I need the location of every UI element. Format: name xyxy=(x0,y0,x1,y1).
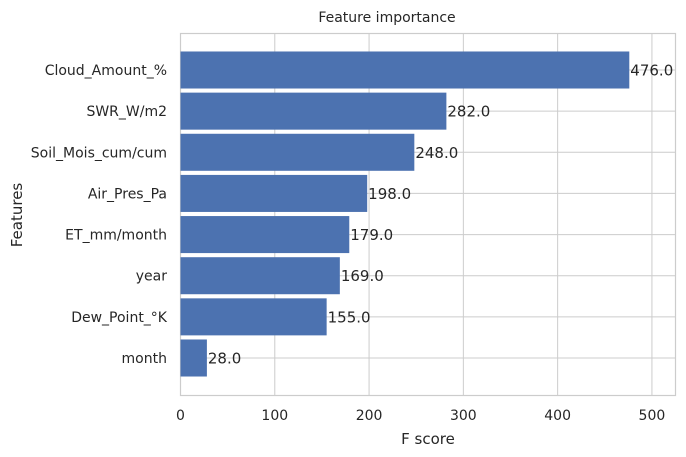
y-axis-title: Features xyxy=(8,183,26,248)
y-tick-label: month xyxy=(122,351,167,367)
y-tick-label: year xyxy=(136,269,167,285)
y-tick-labels: Cloud_Amount_% SWR_W/m2 Soil_Mois_cum/cum A… xyxy=(31,63,168,367)
x-axis-title: F score xyxy=(401,430,455,448)
bar xyxy=(180,133,415,171)
data-label: 155.0 xyxy=(328,308,371,326)
y-tick-label: ET_mm/month xyxy=(65,228,167,244)
y-tick-label: Soil_Mois_cum/cum xyxy=(31,145,167,161)
x-tick-label: 0 xyxy=(176,408,185,424)
bar xyxy=(180,257,340,295)
data-label: 28.0 xyxy=(208,350,241,368)
x-tick-label: 300 xyxy=(450,408,477,424)
y-tick-label: Air_Pres_Pa xyxy=(88,186,167,202)
y-tick-label: Cloud_Amount_% xyxy=(45,63,167,79)
data-label: 282.0 xyxy=(447,103,490,121)
y-tick-label: Dew_Point_°K xyxy=(71,310,168,326)
bar xyxy=(180,92,447,130)
y-tick-label: SWR_W/m2 xyxy=(86,104,167,120)
bar xyxy=(180,174,368,212)
bar xyxy=(180,216,350,254)
data-label: 169.0 xyxy=(341,267,384,285)
chart-title: Feature importance xyxy=(318,10,455,26)
bars-group xyxy=(180,51,630,377)
plot-frame xyxy=(179,32,677,397)
x-tick-label: 500 xyxy=(639,408,666,424)
data-label: 248.0 xyxy=(415,144,458,162)
x-tick-label: 400 xyxy=(544,408,571,424)
bar xyxy=(180,51,630,89)
data-label: 476.0 xyxy=(630,62,673,80)
x-tick-label: 100 xyxy=(261,408,288,424)
data-label: 179.0 xyxy=(350,226,393,244)
x-tick-label: 200 xyxy=(356,408,383,424)
x-tick-labels: 0 100 200 300 400 500 xyxy=(176,408,665,424)
bar xyxy=(180,339,207,377)
data-label: 198.0 xyxy=(368,185,411,203)
bar xyxy=(180,298,327,336)
data-labels: 476.0 282.0 248.0 198.0 179.0 169.0 155.0 28.0 xyxy=(208,62,673,368)
